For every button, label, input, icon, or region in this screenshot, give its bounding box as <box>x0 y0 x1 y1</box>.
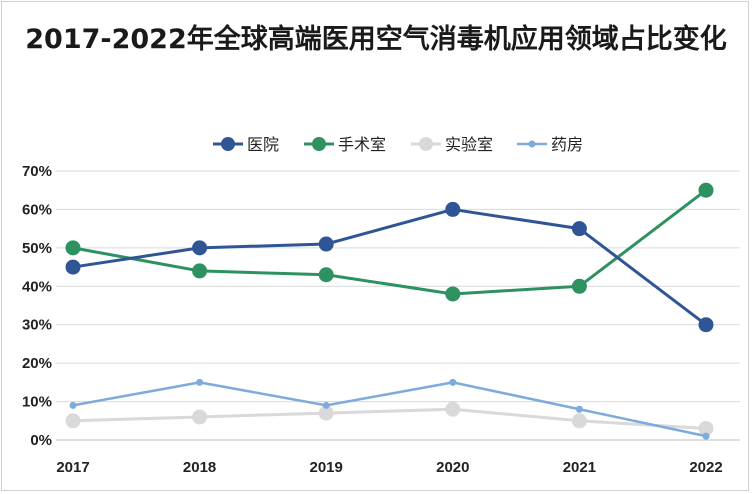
data-point <box>322 401 330 409</box>
chart-title: 2017-2022年全球高端医用空气消毒机应用领域占比变化 <box>25 24 727 55</box>
data-point <box>445 201 461 217</box>
y-tick-label: 50% <box>22 240 52 257</box>
data-point <box>192 240 208 256</box>
x-tick-label: 2022 <box>689 459 722 476</box>
gridlines <box>56 170 740 441</box>
data-point <box>69 401 77 409</box>
legend-label: 药房 <box>551 135 583 154</box>
x-tick-label: 2018 <box>183 459 216 476</box>
legend-marker <box>312 137 326 151</box>
y-tick-label: 70% <box>22 163 52 180</box>
legend-label: 手术室 <box>338 135 386 154</box>
data-point <box>702 432 710 440</box>
data-point <box>65 259 81 275</box>
data-point <box>192 263 208 279</box>
y-tick-label: 40% <box>22 278 52 295</box>
data-point <box>571 413 587 429</box>
x-tick-label: 2020 <box>436 459 469 476</box>
data-point <box>698 182 714 198</box>
y-tick-label: 60% <box>22 201 52 218</box>
data-point <box>698 420 714 436</box>
data-point <box>318 236 334 252</box>
data-point <box>698 317 714 333</box>
x-tick-label: 2017 <box>56 459 89 476</box>
series-line <box>72 381 707 438</box>
y-tick-label: 20% <box>22 355 52 372</box>
data-point <box>65 413 81 429</box>
y-tick-label: 30% <box>22 317 52 334</box>
y-tick-label: 10% <box>22 394 52 411</box>
legend-marker <box>221 137 235 151</box>
data-point <box>445 401 461 417</box>
series-lines <box>65 182 714 440</box>
legend-item: 实验室 <box>411 135 493 154</box>
data-point <box>449 378 457 386</box>
legend-label: 医院 <box>247 135 279 154</box>
data-point <box>318 267 334 283</box>
series-line <box>72 189 707 296</box>
legend-marker <box>528 140 536 148</box>
series-line <box>72 407 707 430</box>
legend-item: 药房 <box>517 135 583 154</box>
y-tick-label: 0% <box>30 432 52 449</box>
y-axis-ticks: 0% 10% 20% 30% 40% 50% 60% 70% <box>22 163 52 449</box>
x-tick-label: 2021 <box>563 459 596 476</box>
data-point <box>571 278 587 294</box>
data-point <box>65 240 81 256</box>
x-tick-label: 2019 <box>310 459 343 476</box>
legend-item: 手术室 <box>304 135 386 154</box>
legend-item: 医院 <box>213 135 279 154</box>
data-point <box>318 405 334 421</box>
series-line <box>72 207 707 326</box>
data-point <box>196 378 204 386</box>
data-point <box>445 286 461 302</box>
legend-marker <box>419 137 433 151</box>
legend-label: 实验室 <box>445 135 493 154</box>
data-point <box>571 221 587 237</box>
legend: 医院 手术室 实验室 药房 <box>213 135 583 154</box>
data-point <box>192 409 208 425</box>
x-axis-ticks: 2017 2018 2019 2020 2021 2022 <box>56 459 722 476</box>
data-point <box>575 405 583 413</box>
